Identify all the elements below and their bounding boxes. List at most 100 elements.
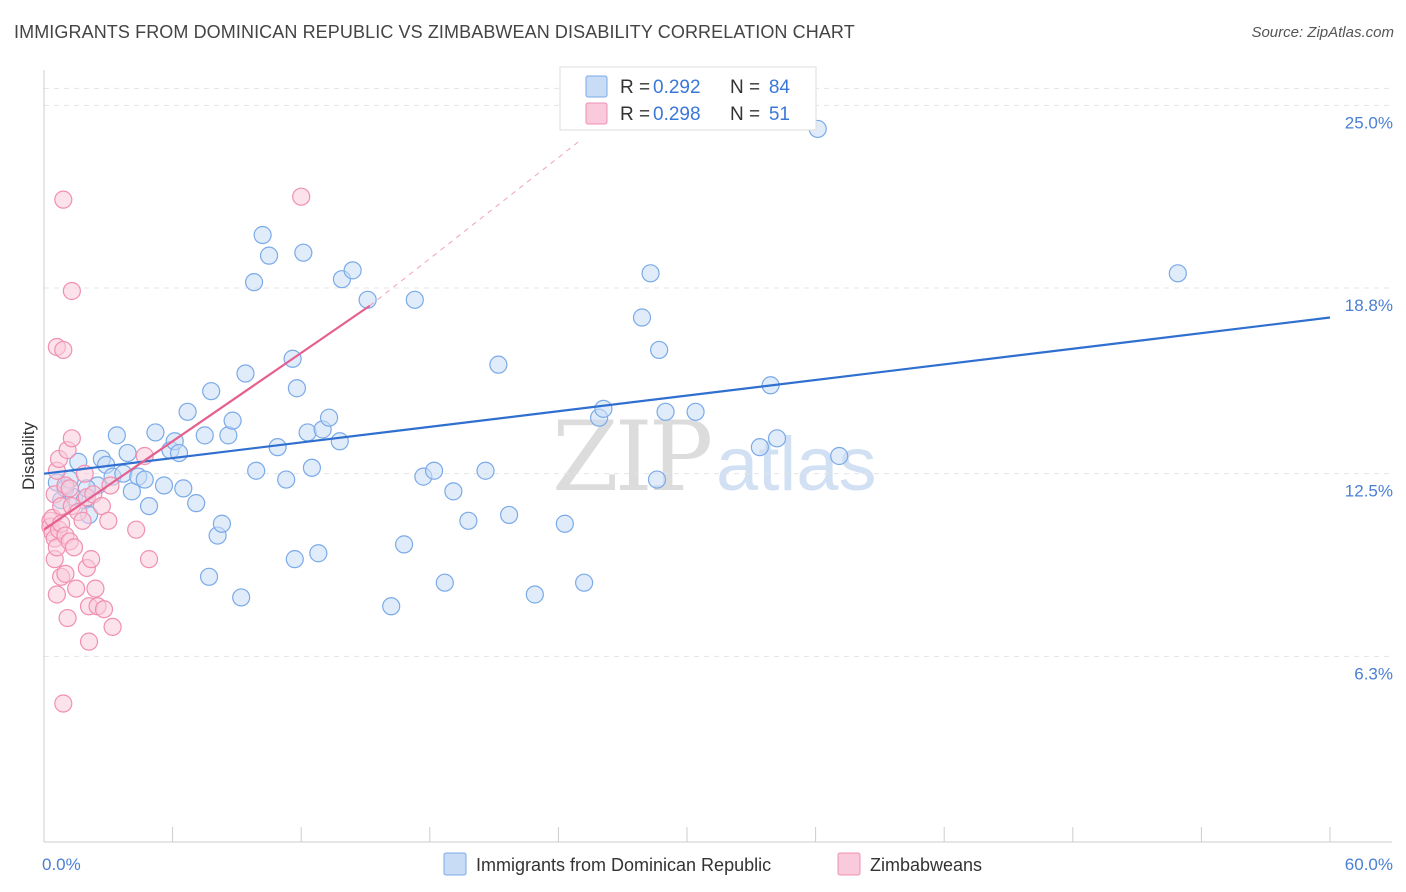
point-dominican: [247, 461, 266, 480]
point-dominican: [594, 399, 613, 418]
point-dominican: [555, 514, 574, 533]
point-zimbabwean: [62, 429, 81, 448]
legend-n-value: 51: [769, 104, 790, 125]
point-dominican: [647, 470, 667, 489]
point-zimbabwean: [82, 550, 101, 569]
point-dominican: [199, 567, 219, 586]
chart-title: IMMIGRANTS FROM DOMINICAN REPUBLIC VS ZI…: [14, 22, 855, 42]
legend-r-label: R =: [620, 104, 650, 125]
legend-n-value: 84: [769, 77, 791, 98]
point-dominican: [1168, 264, 1187, 283]
trend-extension-zimbabwean: [369, 140, 581, 307]
legend-r-value: 0.298: [653, 104, 701, 125]
bottom-legend-label-zimbabwean: Zimbabweans: [870, 855, 982, 875]
x-tick-labels: 0.0% 60.0%: [42, 855, 1393, 874]
top-legend: R = 0.292 N = 84 R = 0.298 N = 51: [559, 66, 817, 131]
watermark-zip: ZIP: [552, 401, 711, 513]
point-dominican: [268, 438, 287, 457]
point-dominican: [343, 261, 362, 280]
point-dominican: [632, 308, 652, 327]
point-zimbabwean: [103, 617, 122, 637]
point-zimbabwean: [56, 564, 75, 583]
point-dominican: [107, 426, 126, 445]
point-dominican: [285, 550, 304, 569]
trend-line-dominican: [43, 316, 1331, 475]
point-zimbabwean: [62, 281, 81, 301]
point-dominican: [178, 402, 197, 421]
point-dominican: [525, 585, 544, 604]
point-zimbabwean: [94, 600, 114, 619]
point-zimbabwean: [54, 340, 73, 360]
legend-n-label: N =: [730, 77, 760, 98]
point-zimbabwean: [79, 632, 99, 651]
legend-r-label: R =: [620, 77, 650, 98]
point-dominican: [656, 402, 675, 421]
point-dominican: [244, 273, 264, 292]
point-dominican: [223, 411, 242, 430]
point-dominican: [476, 461, 495, 480]
point-dominican: [650, 340, 669, 360]
point-dominican: [298, 423, 317, 442]
point-dominican: [424, 461, 444, 480]
point-dominican: [489, 355, 508, 374]
point-zimbabwean: [47, 585, 66, 604]
point-zimbabwean: [73, 511, 92, 530]
point-zimbabwean: [67, 579, 86, 598]
watermark-atlas: atlas: [716, 422, 877, 507]
point-zimbabwean: [58, 608, 77, 628]
point-dominican: [435, 573, 454, 592]
point-dominican: [139, 496, 159, 516]
x-tick-label: 60.0%: [1345, 855, 1393, 874]
point-zimbabwean: [86, 579, 105, 598]
point-zimbabwean: [99, 511, 118, 530]
bottom-legend-swatch-dominican: [443, 852, 467, 876]
point-dominican: [253, 225, 272, 245]
point-dominican: [330, 432, 349, 451]
point-dominican: [294, 243, 313, 262]
point-dominican: [154, 476, 174, 495]
y-axis-title: Disability: [19, 421, 38, 490]
point-zimbabwean: [292, 187, 311, 206]
y-tick-label: 18.8%: [1345, 296, 1393, 315]
legend-n-label: N =: [730, 104, 760, 125]
point-dominican: [319, 408, 339, 427]
point-dominican: [146, 423, 165, 442]
y-tick-label: 12.5%: [1345, 482, 1393, 501]
point-dominican: [202, 382, 221, 401]
point-dominican: [232, 588, 251, 607]
y-tick-label: 6.3%: [1354, 664, 1393, 683]
point-dominican: [135, 470, 154, 489]
watermark: ZIP atlas: [552, 401, 877, 513]
source-credit: Source: ZipAtlas.com: [1251, 24, 1394, 41]
legend-swatch-zimbabwean: [585, 102, 608, 125]
point-zimbabwean: [60, 479, 79, 498]
point-dominican: [212, 514, 231, 533]
point-zimbabwean: [64, 538, 84, 557]
point-dominican: [459, 511, 478, 530]
point-dominican: [174, 479, 193, 498]
point-dominican: [767, 429, 787, 448]
point-dominican: [187, 494, 206, 513]
legend-swatch-dominican: [585, 75, 608, 98]
point-dominican: [394, 535, 414, 554]
point-dominican: [309, 544, 328, 563]
x-tick-label: 0.0%: [42, 855, 81, 874]
point-dominican: [444, 482, 463, 501]
point-dominican: [287, 379, 307, 398]
point-dominican: [259, 246, 279, 265]
y-tick-label: 25.0%: [1345, 113, 1393, 132]
trend-line-zimbabwean: [43, 304, 371, 531]
point-dominican: [195, 426, 214, 445]
point-dominican: [750, 438, 769, 457]
point-dominican: [575, 573, 594, 592]
axes: [43, 70, 1392, 843]
trend-lines: [43, 140, 1331, 531]
point-zimbabwean: [54, 694, 73, 713]
point-dominican: [405, 290, 424, 309]
point-dominican: [500, 505, 519, 525]
point-dominican: [830, 446, 849, 466]
legend-r-value: 0.292: [653, 77, 701, 98]
point-dominican: [236, 364, 255, 383]
bottom-legend-swatch-zimbabwean: [837, 852, 861, 876]
